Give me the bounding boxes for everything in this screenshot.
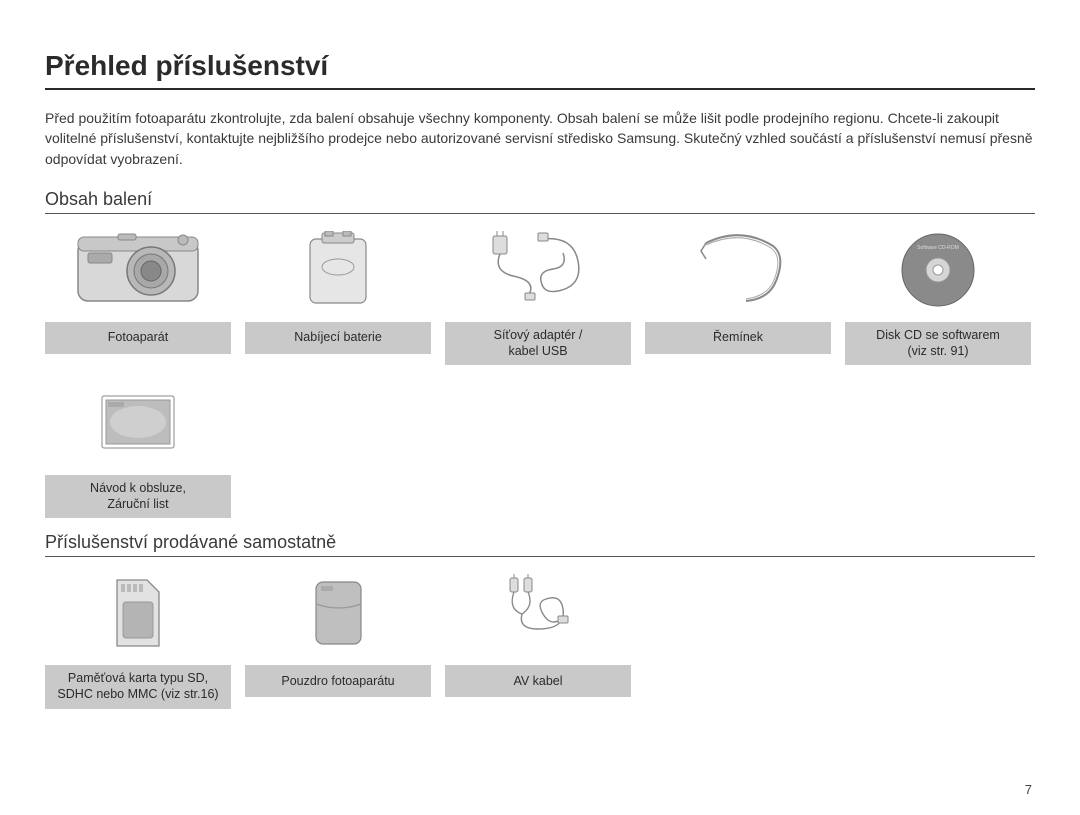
case-icon [245, 569, 431, 657]
item-camera: Fotoaparát [45, 226, 231, 365]
item-adapter-cable: Síťový adaptér / kabel USB [445, 226, 631, 365]
item-case: Pouzdro fotoaparátu [245, 569, 431, 708]
cd-label-text: Software CD-ROM [917, 245, 959, 251]
label-sd-card: Paměťová karta typu SD, SDHC nebo MMC (v… [45, 665, 231, 708]
section1-row1: Fotoaparát Nabíjecí baterie [45, 226, 1035, 365]
battery-icon [245, 226, 431, 314]
section1-row2: Návod k obsluze, Záruční list [45, 379, 1035, 518]
label-manual: Návod k obsluze, Záruční list [45, 475, 231, 518]
label-av-cable: AV kabel [445, 665, 631, 697]
cd-icon: Software CD-ROM [845, 226, 1031, 314]
item-cd: Software CD-ROM Disk CD se softwarem (vi… [845, 226, 1031, 365]
item-av-cable: AV kabel [445, 569, 631, 708]
item-strap: Řemínek [645, 226, 831, 365]
av-cable-icon [445, 569, 631, 657]
item-manual: Návod k obsluze, Záruční list [45, 379, 231, 518]
manual-icon [45, 379, 231, 467]
section2-row: Paměťová karta typu SD, SDHC nebo MMC (v… [45, 569, 1035, 708]
label-cd: Disk CD se softwarem (viz str. 91) [845, 322, 1031, 365]
label-case: Pouzdro fotoaparátu [245, 665, 431, 697]
section2-heading: Příslušenství prodávané samostatně [45, 532, 1035, 557]
label-adapter-cable: Síťový adaptér / kabel USB [445, 322, 631, 365]
intro-text: Před použitím fotoaparátu zkontrolujte, … [45, 108, 1035, 169]
strap-icon [645, 226, 831, 314]
label-strap: Řemínek [645, 322, 831, 354]
page-number: 7 [1025, 782, 1032, 797]
camera-icon [45, 226, 231, 314]
sd-card-icon [45, 569, 231, 657]
adapter-cable-icon [445, 226, 631, 314]
item-sd-card: Paměťová karta typu SD, SDHC nebo MMC (v… [45, 569, 231, 708]
item-battery: Nabíjecí baterie [245, 226, 431, 365]
label-battery: Nabíjecí baterie [245, 322, 431, 354]
page-title: Přehled příslušenství [45, 50, 1035, 90]
label-camera: Fotoaparát [45, 322, 231, 354]
section1-heading: Obsah balení [45, 189, 1035, 214]
